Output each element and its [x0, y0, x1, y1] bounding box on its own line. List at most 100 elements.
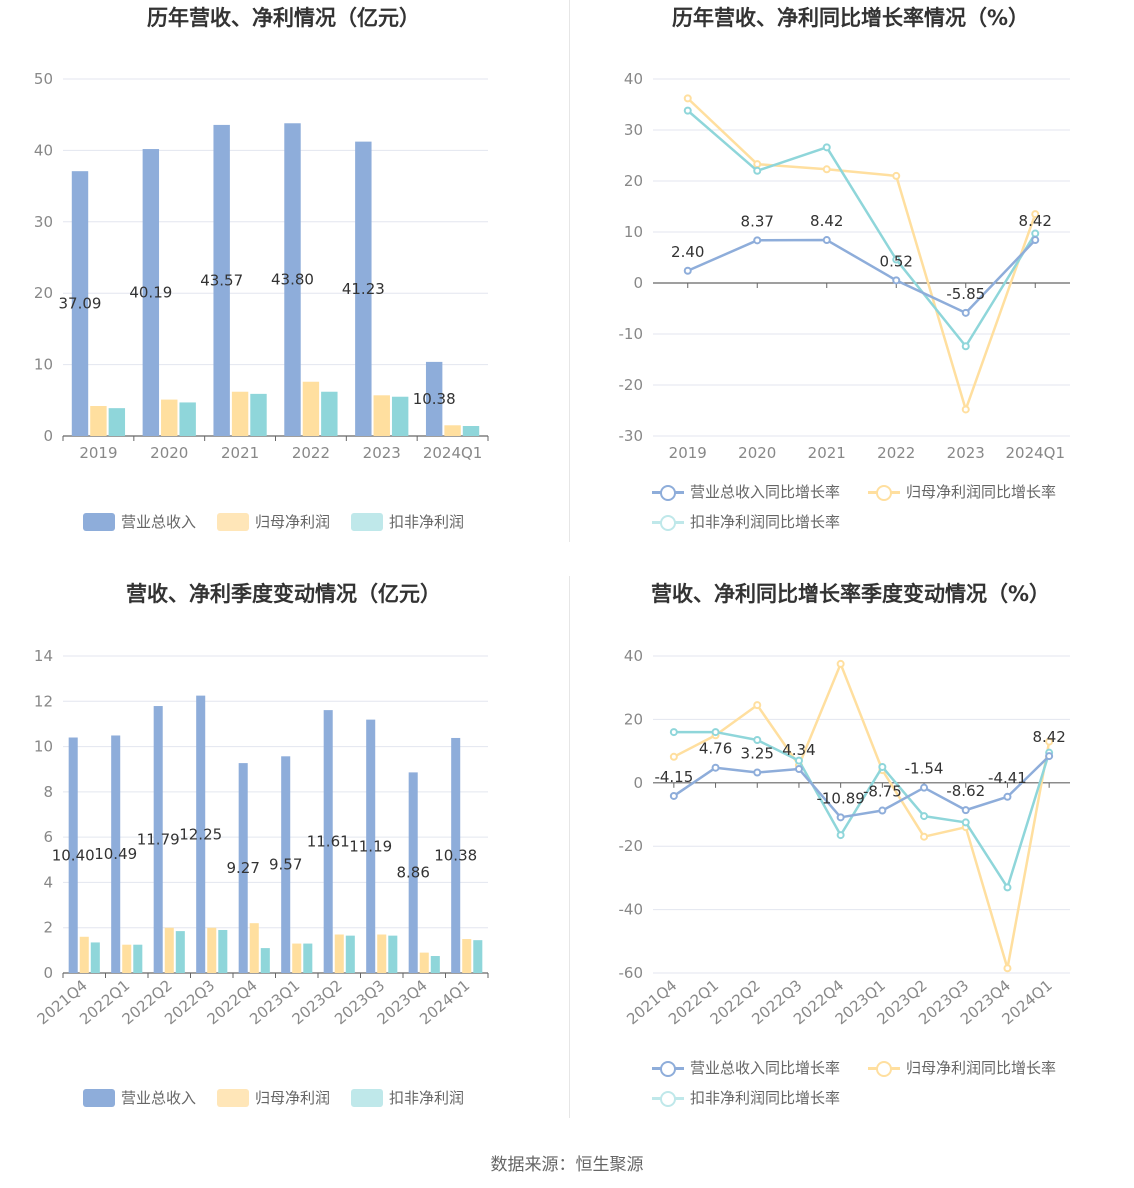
chart-title: 营收、净利同比增长率季度变动情况（%） [650, 582, 1051, 606]
bar [462, 426, 480, 436]
bar [79, 936, 89, 973]
bar [250, 393, 267, 436]
quarterly-revenue-chart: 024681012142021Q42022Q12022Q22022Q32022Q… [34, 647, 489, 1028]
data-point [920, 783, 929, 792]
bar [90, 406, 107, 436]
bar [462, 939, 472, 973]
legend-item-revenue-growth[interactable]: 营业总收入同比增长率 [652, 1057, 840, 1078]
data-point [961, 405, 970, 414]
data-label: 8.42 [1019, 212, 1052, 230]
x-tick-label: 2021 [808, 444, 846, 462]
data-point [1045, 737, 1054, 746]
data-point [753, 160, 762, 169]
chart-panel-annual-revenue: 历年营收、净利情况（亿元） 0 10 20 30 40 50 2019 2020 2021 202… [0, 0, 567, 575]
y-tick-label: 0 [43, 964, 53, 982]
data-label: 2.40 [671, 243, 704, 261]
legend-label: 归母净利润 [255, 1089, 331, 1107]
bar [122, 944, 132, 973]
y-tick-label: 10 [624, 223, 643, 241]
y-tick-label: 20 [34, 284, 53, 302]
series-line [673, 662, 1051, 970]
bar [377, 934, 387, 973]
bar [196, 695, 206, 973]
data-point [753, 736, 762, 745]
data-label: 40.19 [129, 284, 172, 302]
quarterly-growth-chart: -60-40-20020402021Q42022Q12022Q22022Q320… [619, 647, 1070, 1028]
data-label: -5.85 [946, 285, 985, 303]
data-label: 0.52 [880, 252, 913, 270]
data-point [836, 831, 845, 840]
legend-swatch [652, 483, 684, 501]
bar [111, 735, 121, 973]
bar [175, 931, 185, 973]
legend-label: 归母净利润 [255, 513, 331, 531]
legend-label: 营业总收入同比增长率 [690, 483, 841, 501]
y-tick-label: -60 [619, 964, 644, 982]
data-label: 41.23 [342, 280, 385, 298]
data-point [961, 806, 970, 815]
legend-item-deducted-profit-growth[interactable]: 扣非净利润同比增长率 [652, 1087, 840, 1108]
data-label: 43.57 [200, 271, 243, 289]
data-label: 3.25 [741, 744, 774, 762]
bar [345, 935, 355, 973]
legend-item-net-profit-growth[interactable]: 归母净利润同比增长率 [868, 481, 1056, 502]
legend-swatch [83, 512, 115, 531]
data-label: 11.61 [307, 833, 350, 851]
legend-item-net-profit[interactable]: 归母净利润 [217, 1087, 330, 1108]
legend-item-deducted-profit[interactable]: 扣非净利润 [351, 1087, 464, 1108]
y-tick-label: 10 [34, 738, 53, 756]
chart-title: 营收、净利季度变动情况（亿元） [126, 582, 441, 606]
bar [451, 737, 461, 973]
chart-title: 历年营收、净利情况（亿元） [147, 6, 420, 30]
bar [249, 923, 259, 973]
y-tick-label: -30 [619, 427, 644, 445]
legend-item-revenue[interactable]: 营业总收入 [83, 1087, 196, 1108]
bar [260, 948, 270, 973]
data-point [1003, 883, 1012, 892]
series-line [673, 755, 1051, 819]
y-tick-label: 40 [624, 70, 643, 88]
data-point [1045, 752, 1054, 761]
data-label: 8.37 [741, 212, 774, 230]
chart-panel-quarterly-revenue: 营收、净利季度变动情况（亿元） 0 2 4 6 8 10 12 14 2021Q4 2022Q1 2… [0, 576, 567, 1151]
legend-item-revenue-growth[interactable]: 营业总收入同比增长率 [652, 481, 840, 502]
bar [218, 929, 228, 973]
y-tick-label: 40 [34, 141, 53, 159]
data-label: 10.38 [413, 390, 456, 408]
legend-item-deducted-profit-growth[interactable]: 扣非净利润同比增长率 [652, 511, 840, 532]
legend-swatch [351, 1088, 383, 1107]
bar [334, 934, 344, 973]
data-point [669, 752, 678, 761]
data-point [961, 818, 970, 827]
data-label: 4.76 [699, 740, 732, 758]
series-line [686, 109, 1037, 348]
data-label: -4.15 [654, 768, 693, 786]
bar [408, 772, 418, 973]
bar [284, 123, 301, 436]
bar [90, 942, 100, 973]
data-label: 12.25 [179, 825, 222, 843]
bar [68, 737, 78, 973]
x-tick-label: 2024Q1 [1005, 444, 1065, 462]
panel-divider [569, 576, 570, 1118]
chart-title: 历年营收、净利同比增长率情况（%） [671, 6, 1030, 30]
legend-label: 归母净利润同比增长率 [906, 1059, 1057, 1077]
legend-item-net-profit[interactable]: 归母净利润 [217, 511, 330, 532]
legend-label: 扣非净利润 [389, 513, 465, 531]
legend-swatch [868, 1059, 900, 1077]
data-point [683, 266, 692, 275]
legend-item-net-profit-growth[interactable]: 归母净利润同比增长率 [868, 1057, 1056, 1078]
data-label: 8.42 [810, 212, 843, 230]
y-tick-label: -40 [619, 901, 644, 919]
data-label: 9.57 [269, 856, 302, 874]
legend-item-revenue[interactable]: 营业总收入 [83, 511, 196, 532]
data-source: 数据来源：恒生聚源 [490, 1155, 644, 1175]
data-point [892, 171, 901, 180]
x-tick-label: 2022 [877, 444, 915, 462]
legend-item-deducted-profit[interactable]: 扣非净利润 [351, 511, 464, 532]
bar [355, 141, 372, 436]
y-tick-label: 20 [624, 172, 643, 190]
bar [292, 943, 302, 973]
legend-swatch [868, 483, 900, 501]
y-tick-label: 14 [34, 647, 53, 665]
